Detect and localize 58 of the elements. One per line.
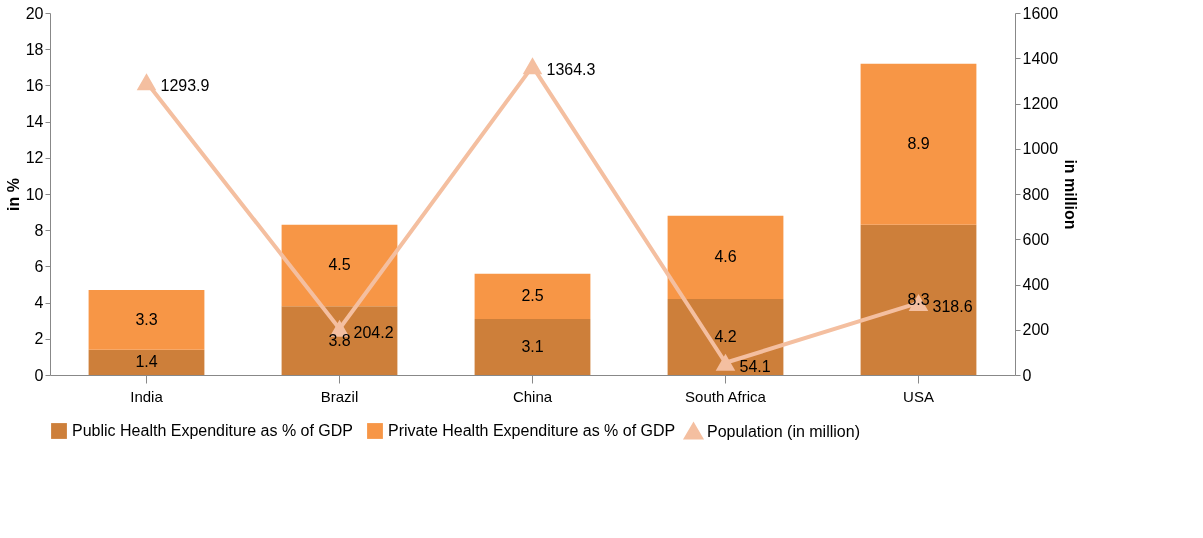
data-label: 8.3 [907,290,930,308]
y-tick-label: 2 [34,330,44,348]
data-label: 4.6 [714,248,737,266]
x-tick-label: South Africa [685,387,767,405]
bar [281,224,398,307]
y-tick-label: 20 [25,4,44,22]
data-label: 4.2 [714,327,737,345]
data-label: 1364.3 [546,61,596,79]
bar [860,224,977,375]
x-tick-label: India [130,387,164,405]
data-label: 3.3 [135,310,158,328]
data-label: 318.6 [932,297,973,315]
y2-tick-label: 1000 [1022,140,1059,158]
data-label: 8.9 [907,135,930,153]
data-label: 4.5 [328,256,351,274]
bar [667,298,784,375]
data-label: 3.1 [521,337,544,355]
data-label: 3.8 [328,331,351,349]
y-tick-label: 6 [34,257,44,275]
y2-tick-label: 1400 [1022,49,1059,67]
legend-label: Private Health Expenditure as % of GDP [388,422,676,439]
bar [474,273,591,319]
legend-label: Population (in million) [707,422,860,440]
y2-tick-label: 200 [1022,321,1050,339]
bar [860,63,977,225]
y2-tick-label: 800 [1022,185,1050,203]
point [523,58,542,75]
bar [281,306,398,375]
x-tick-label: China [512,387,553,405]
y-tick-label: 12 [25,149,44,167]
y-tick-label: 14 [25,113,44,131]
data-label: 2.5 [521,287,544,305]
x-tick-label: USA [903,387,934,405]
y-tick-label: 18 [25,40,44,58]
y-tick-label: 4 [34,294,44,312]
data-label: 1293.9 [160,77,210,95]
bar [474,318,591,375]
y-axis-title: in % [4,178,22,211]
data-label: 54.1 [739,357,771,375]
y2-tick-label: 0 [1022,366,1032,384]
y-tick-label: 0 [34,366,44,384]
bar [88,289,205,350]
y-tick-label: 10 [25,185,44,203]
bar [88,349,205,375]
y-tick-label: 16 [25,76,44,94]
data-label: 204.2 [353,323,394,341]
y2-tick-label: 1200 [1022,95,1059,112]
point [137,74,156,91]
x-tick-label: Brazil [320,387,359,405]
y2-tick-label: 1600 [1022,4,1059,22]
y2-axis-title: in million [1062,159,1080,230]
point [716,354,735,371]
bar [667,215,784,299]
y-tick-label: 8 [34,221,44,239]
legend-label: Public Health Expenditure as % of GDP [72,422,354,439]
data-label: 1.4 [135,353,158,371]
y2-tick-label: 600 [1022,230,1050,248]
y2-tick-label: 400 [1022,276,1050,293]
